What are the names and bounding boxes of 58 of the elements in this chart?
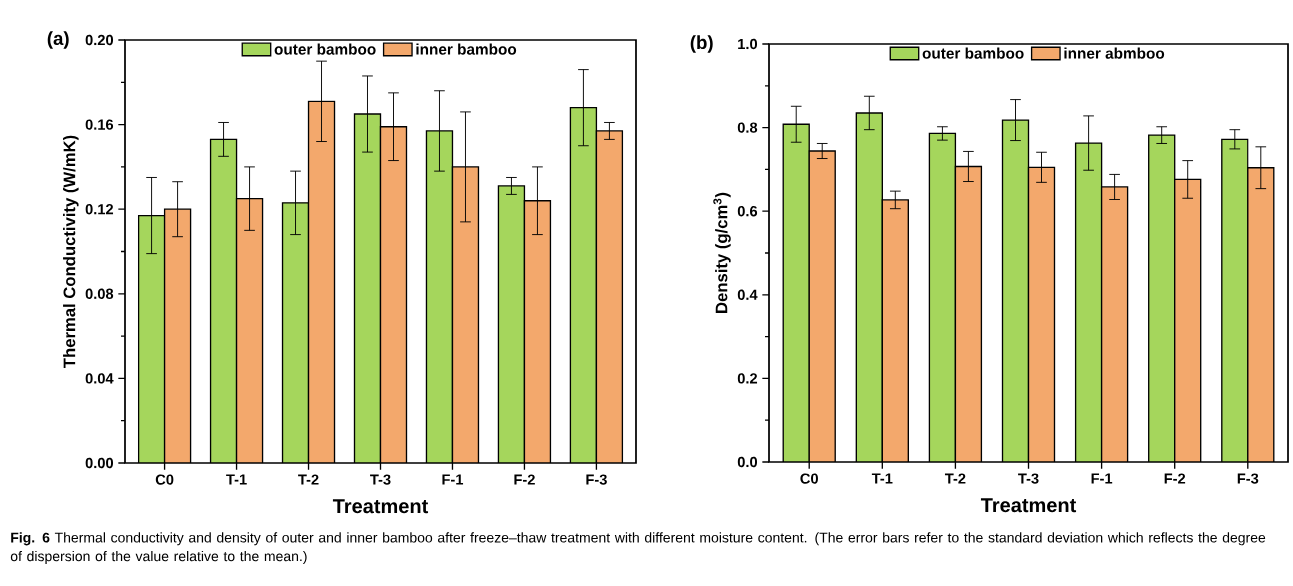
bar	[497, 185, 526, 463]
bar	[1101, 186, 1128, 462]
x-tick-label: T-3	[1018, 473, 1039, 484]
x-tick-label: F-2	[514, 474, 535, 485]
y-tick-label: 0.6	[737, 206, 758, 217]
y-tick-label: 0.20	[85, 34, 114, 46]
y-tick-label: 0.0	[737, 456, 758, 468]
bar	[1174, 179, 1201, 462]
x-tick-label: T-1	[226, 474, 247, 485]
bar	[882, 199, 909, 462]
x-tick-label: T-1	[871, 473, 893, 484]
bar	[1075, 143, 1102, 462]
bar	[955, 166, 982, 462]
bar	[1148, 135, 1175, 462]
bar	[1247, 167, 1275, 462]
y-tick-label: 0.8	[737, 122, 758, 133]
y-tick-label: 0.00	[85, 457, 114, 469]
y-tick-label: 0.4	[737, 289, 758, 300]
bar	[1028, 167, 1055, 462]
bar	[783, 124, 810, 462]
x-tick-label: T-2	[298, 474, 319, 485]
y-axis-title: Density (g/cm$^{3}$)	[713, 192, 731, 313]
x-tick-label: F-1	[442, 474, 464, 485]
bar	[569, 107, 598, 463]
bar	[353, 113, 382, 463]
x-tick-label: F-3	[1237, 473, 1259, 484]
x-tick-label: T-3	[370, 474, 391, 485]
y-tick-label: 0.12	[85, 204, 114, 215]
bar	[1002, 120, 1029, 462]
bar	[281, 202, 310, 463]
chart-title: (a)	[47, 31, 69, 49]
bar	[856, 112, 883, 462]
y-tick-label: 0.2	[737, 373, 758, 384]
legend-label: outer bamboo	[274, 43, 376, 55]
chart-title: (b)	[690, 35, 713, 53]
bar	[209, 138, 238, 463]
legend-label: outer bamboo	[922, 47, 1024, 59]
bar	[809, 151, 836, 462]
y-axis-title: Thermal Conductivity (W/mK)	[63, 135, 79, 368]
y-tick-label: 0.08	[85, 288, 114, 299]
x-tick-label: C0	[155, 474, 174, 485]
x-tick-label: T-2	[944, 473, 966, 484]
y-tick-label: 1.0	[738, 38, 758, 50]
x-axis-title: Treatment	[332, 499, 429, 514]
x-tick-label: F-3	[586, 474, 607, 485]
legend-label: inner abmboo	[1064, 47, 1165, 59]
x-tick-label: C0	[800, 473, 818, 484]
x-tick-label: F-2	[1164, 473, 1186, 484]
bar	[1221, 138, 1249, 462]
bar	[137, 214, 166, 463]
text: Fig. 6 Thermal conductivity and density of outer and inner bamboo after freeze–thaw treatment with different moisture content. (The error bars refer to the standard deviation which reflects the degree of dispersion of the value relative to the mean.)	[10, 532, 1266, 564]
bar	[425, 130, 454, 463]
bar	[929, 133, 956, 462]
legend-label: inner bamboo	[416, 43, 517, 55]
x-axis-title: Treatment	[980, 498, 1077, 513]
x-tick-label: F-1	[1091, 473, 1113, 484]
y-tick-label: 0.04	[85, 373, 114, 384]
y-tick-label: 0.16	[85, 119, 114, 130]
